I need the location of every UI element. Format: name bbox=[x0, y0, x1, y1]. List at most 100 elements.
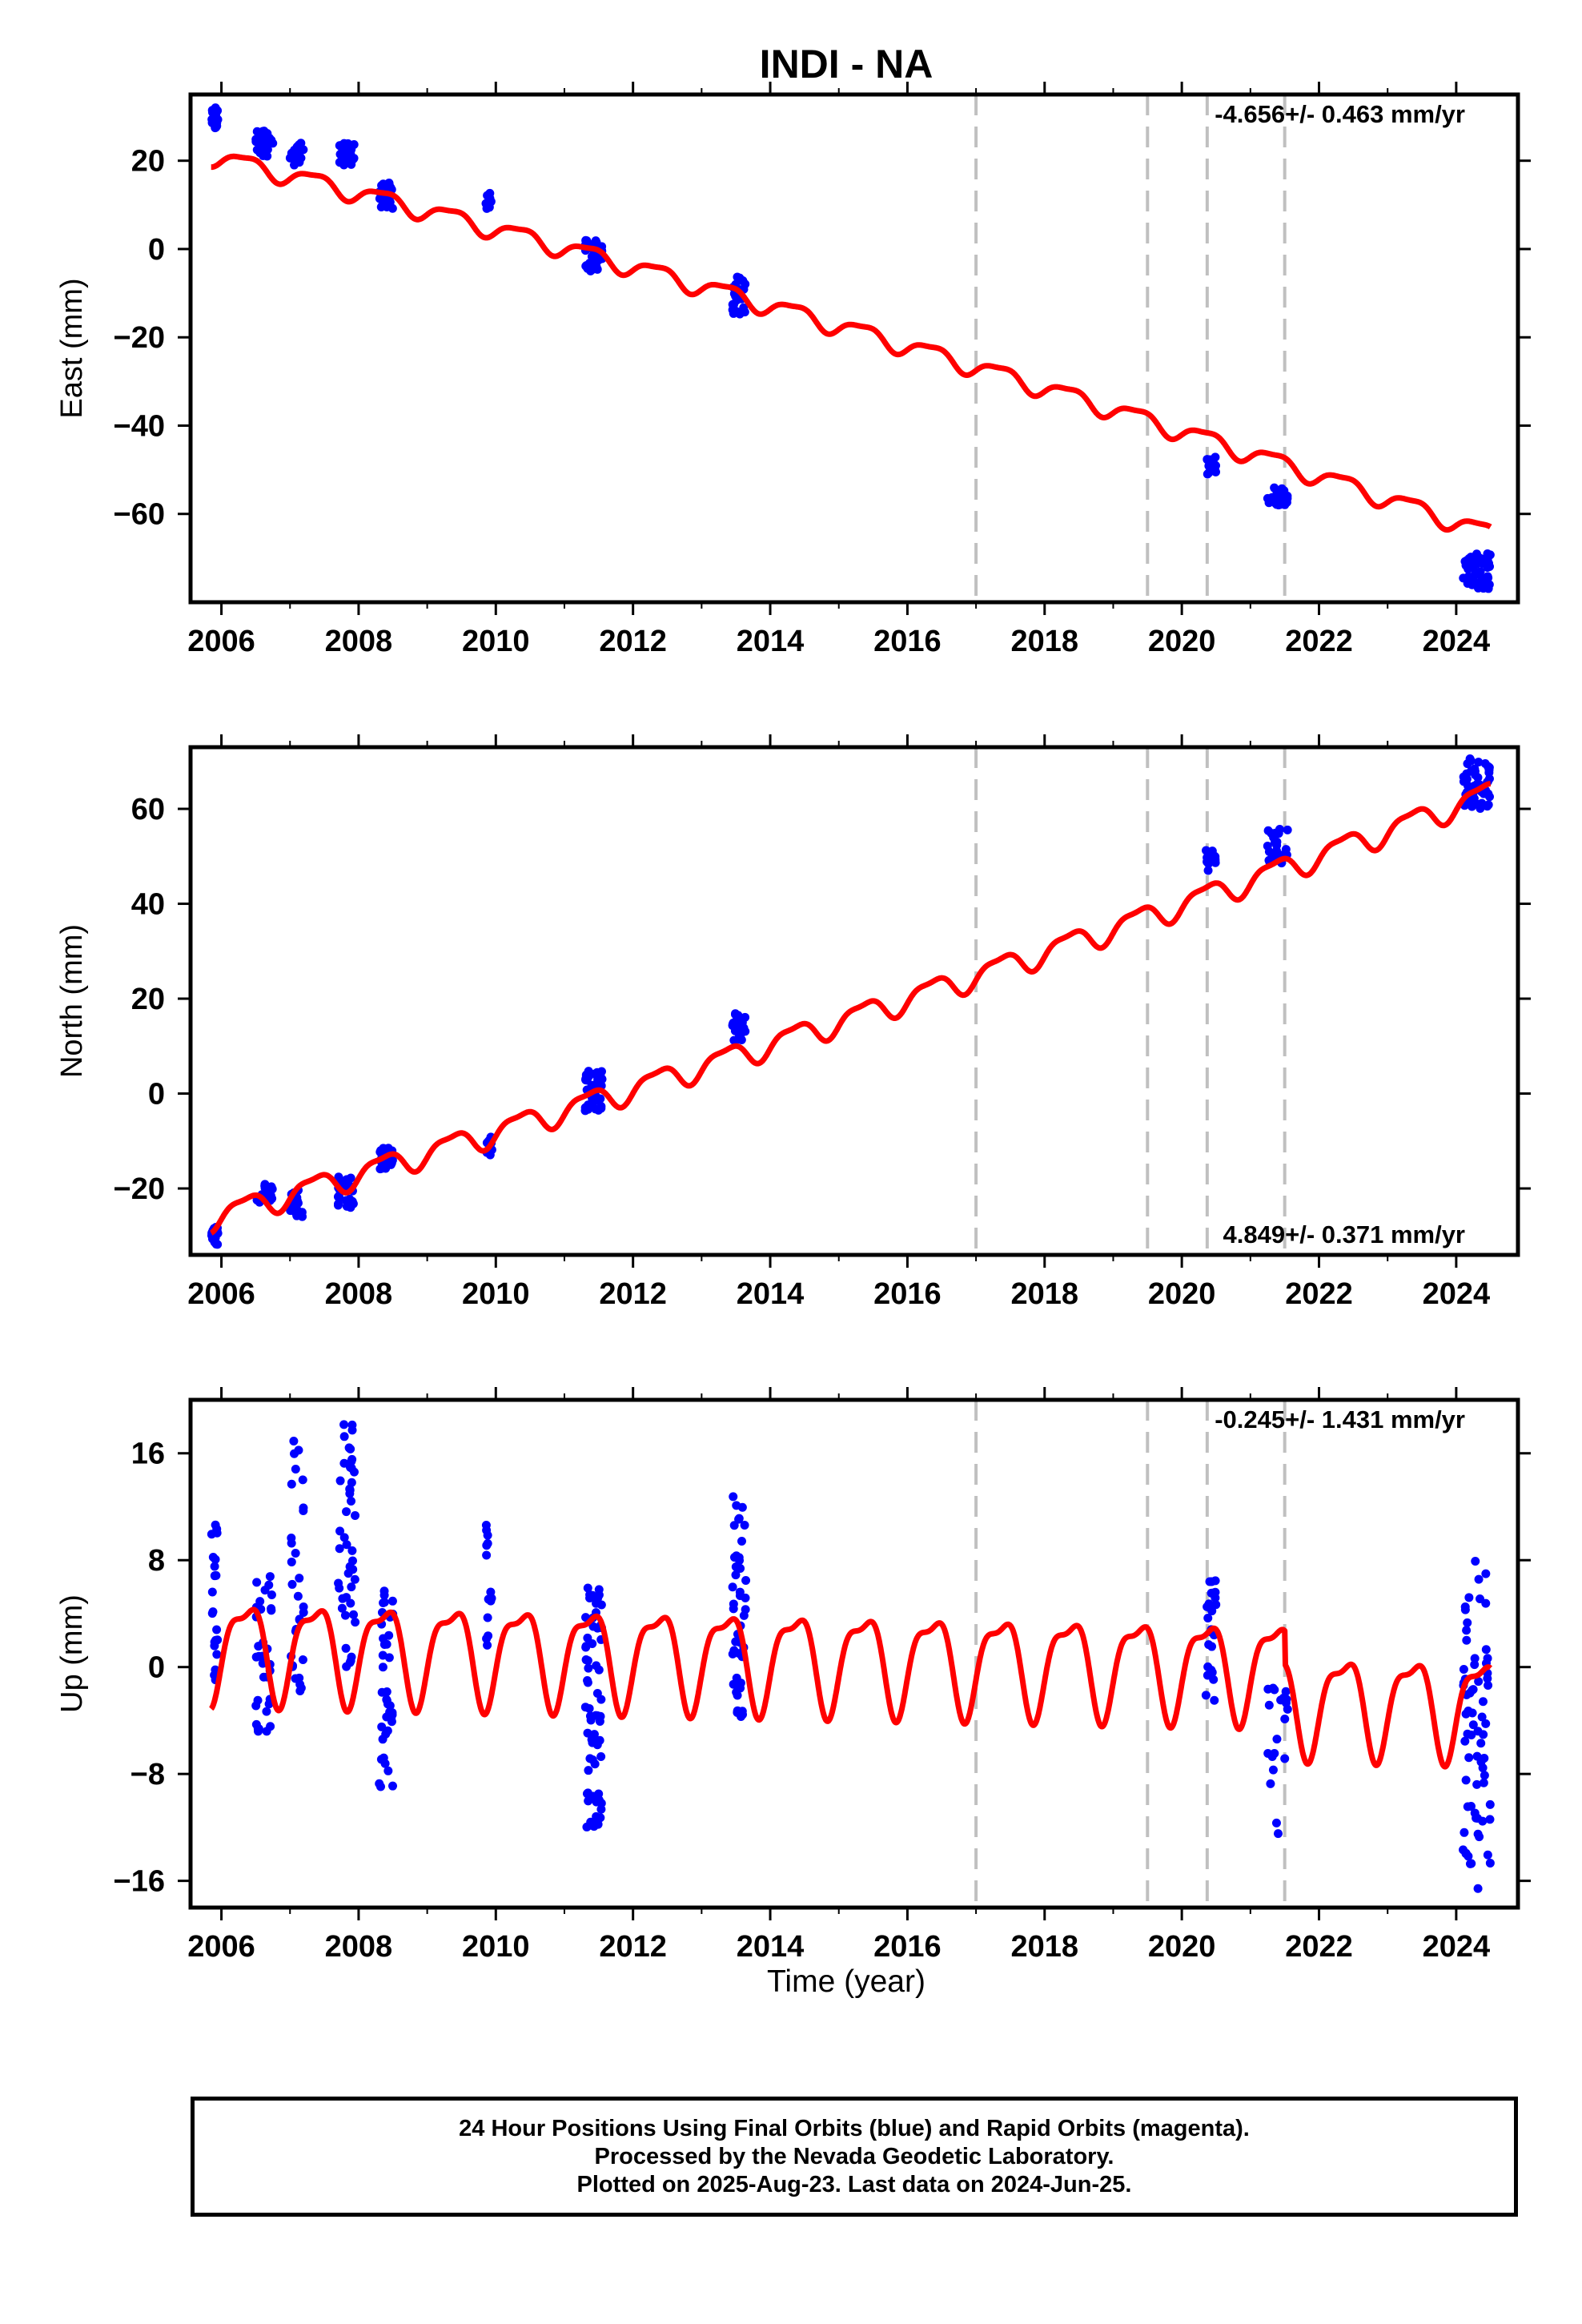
data-point bbox=[340, 1178, 350, 1188]
rate-annotation: -4.656+/- 0.463 mm/yr bbox=[1215, 100, 1465, 128]
data-point bbox=[211, 1570, 221, 1580]
data-point bbox=[1485, 1799, 1495, 1809]
data-point bbox=[583, 1583, 592, 1593]
data-point bbox=[267, 1590, 276, 1600]
data-point bbox=[252, 1578, 262, 1587]
model-curve bbox=[209, 781, 1493, 1236]
data-point bbox=[1481, 1645, 1491, 1655]
data-point bbox=[1459, 573, 1468, 583]
x-tick-label: 2006 bbox=[187, 625, 255, 658]
data-point bbox=[592, 1598, 601, 1608]
data-point bbox=[211, 116, 221, 126]
data-point bbox=[1270, 483, 1279, 493]
data-point bbox=[260, 1586, 270, 1595]
data-point bbox=[340, 1610, 350, 1620]
data-point bbox=[584, 1796, 593, 1806]
data-point bbox=[295, 1574, 304, 1583]
data-point bbox=[1477, 798, 1487, 808]
data-point bbox=[1460, 1827, 1469, 1837]
data-point bbox=[1461, 1848, 1471, 1858]
data-point bbox=[335, 1544, 344, 1554]
x-tick-label: 2010 bbox=[462, 1277, 530, 1311]
x-tick-label: 2024 bbox=[1423, 625, 1491, 658]
data-point bbox=[293, 1591, 303, 1601]
y-tick-label: −20 bbox=[114, 321, 165, 355]
data-point bbox=[346, 1444, 355, 1454]
data-point bbox=[482, 1550, 492, 1560]
x-tick-label: 2022 bbox=[1285, 625, 1353, 658]
y-tick-label: 0 bbox=[148, 233, 165, 267]
x-tick-label: 2016 bbox=[873, 625, 942, 658]
x-tick-label: 2006 bbox=[187, 1930, 255, 1964]
data-point bbox=[1203, 455, 1212, 464]
data-point bbox=[1474, 1574, 1484, 1584]
footer-note: 24 Hour Positions Using Final Orbits (bl… bbox=[191, 2097, 1518, 2217]
plot-area bbox=[207, 94, 1495, 602]
x-tick-label: 2020 bbox=[1148, 1930, 1216, 1964]
data-point bbox=[1478, 1697, 1488, 1707]
data-point bbox=[1211, 465, 1220, 475]
data-point bbox=[1272, 841, 1282, 850]
data-point bbox=[291, 1548, 300, 1558]
footer-line-2: Processed by the Nevada Geodetic Laborat… bbox=[594, 2143, 1114, 2169]
x-axis-label: Time (year) bbox=[767, 1964, 926, 1999]
data-point bbox=[1474, 1677, 1484, 1687]
panel-east: 2006 2008 2010 2012 2014 2016 2018 2020 2022 2024… bbox=[55, 82, 1531, 658]
y-tick-label: −16 bbox=[114, 1865, 165, 1899]
data-point bbox=[347, 1582, 356, 1592]
data-point bbox=[592, 1711, 602, 1720]
data-point bbox=[379, 1598, 389, 1607]
x-tick-label: 2008 bbox=[325, 1930, 393, 1964]
data-point bbox=[339, 143, 348, 152]
data-point bbox=[583, 1675, 592, 1685]
data-point bbox=[1479, 789, 1488, 798]
data-point bbox=[729, 1521, 739, 1530]
x-tick-label: 2010 bbox=[462, 625, 530, 658]
data-point bbox=[584, 1766, 593, 1775]
data-point bbox=[346, 1203, 355, 1212]
data-point bbox=[1465, 1859, 1475, 1868]
panels: 2006 2008 2010 2012 2014 2016 2018 2020 2022 2024… bbox=[55, 82, 1531, 1964]
panel-up: 2006 2008 2010 2012 2014 2016 2018 2020 2022 2024… bbox=[55, 1387, 1531, 1964]
data-point bbox=[1484, 800, 1493, 810]
data-point bbox=[1477, 1712, 1487, 1722]
data-point bbox=[294, 1445, 303, 1455]
data-point bbox=[740, 1520, 749, 1530]
data-point bbox=[586, 1715, 596, 1725]
plot-frame bbox=[188, 1397, 1520, 1910]
data-point bbox=[387, 1596, 397, 1606]
data-point bbox=[731, 1570, 741, 1580]
footer-line-3: Plotted on 2025-Aug-23. Last data on 202… bbox=[576, 2171, 1132, 2197]
x-tick-label: 2008 bbox=[325, 1277, 393, 1311]
y-tick-label: 0 bbox=[148, 1078, 165, 1112]
data-point bbox=[1207, 1577, 1216, 1586]
data-point bbox=[211, 1554, 220, 1564]
data-point bbox=[596, 1751, 606, 1761]
data-point bbox=[1464, 1593, 1474, 1602]
y-tick-label: −20 bbox=[114, 1172, 165, 1206]
data-point bbox=[387, 1157, 396, 1167]
data-point bbox=[350, 1574, 359, 1584]
x-tick-label: 2018 bbox=[1011, 625, 1079, 658]
y-tick-label: 20 bbox=[131, 145, 165, 179]
data-point bbox=[1479, 1778, 1488, 1787]
data-point bbox=[1472, 1814, 1482, 1823]
data-point bbox=[584, 1067, 593, 1076]
data-point bbox=[596, 1104, 606, 1113]
x-tick-label: 2016 bbox=[873, 1930, 942, 1964]
data-point bbox=[596, 1799, 606, 1808]
data-point bbox=[582, 261, 592, 271]
data-point bbox=[733, 1691, 742, 1700]
data-point bbox=[1270, 1749, 1279, 1759]
data-point bbox=[342, 1540, 351, 1550]
data-point bbox=[335, 1526, 345, 1536]
data-point bbox=[207, 1587, 217, 1597]
data-point bbox=[345, 1194, 355, 1204]
data-point bbox=[1473, 1727, 1483, 1736]
data-point bbox=[375, 1782, 385, 1791]
data-point bbox=[297, 1208, 307, 1217]
data-point bbox=[739, 1610, 749, 1620]
data-point bbox=[735, 309, 745, 319]
data-point bbox=[729, 1604, 738, 1614]
